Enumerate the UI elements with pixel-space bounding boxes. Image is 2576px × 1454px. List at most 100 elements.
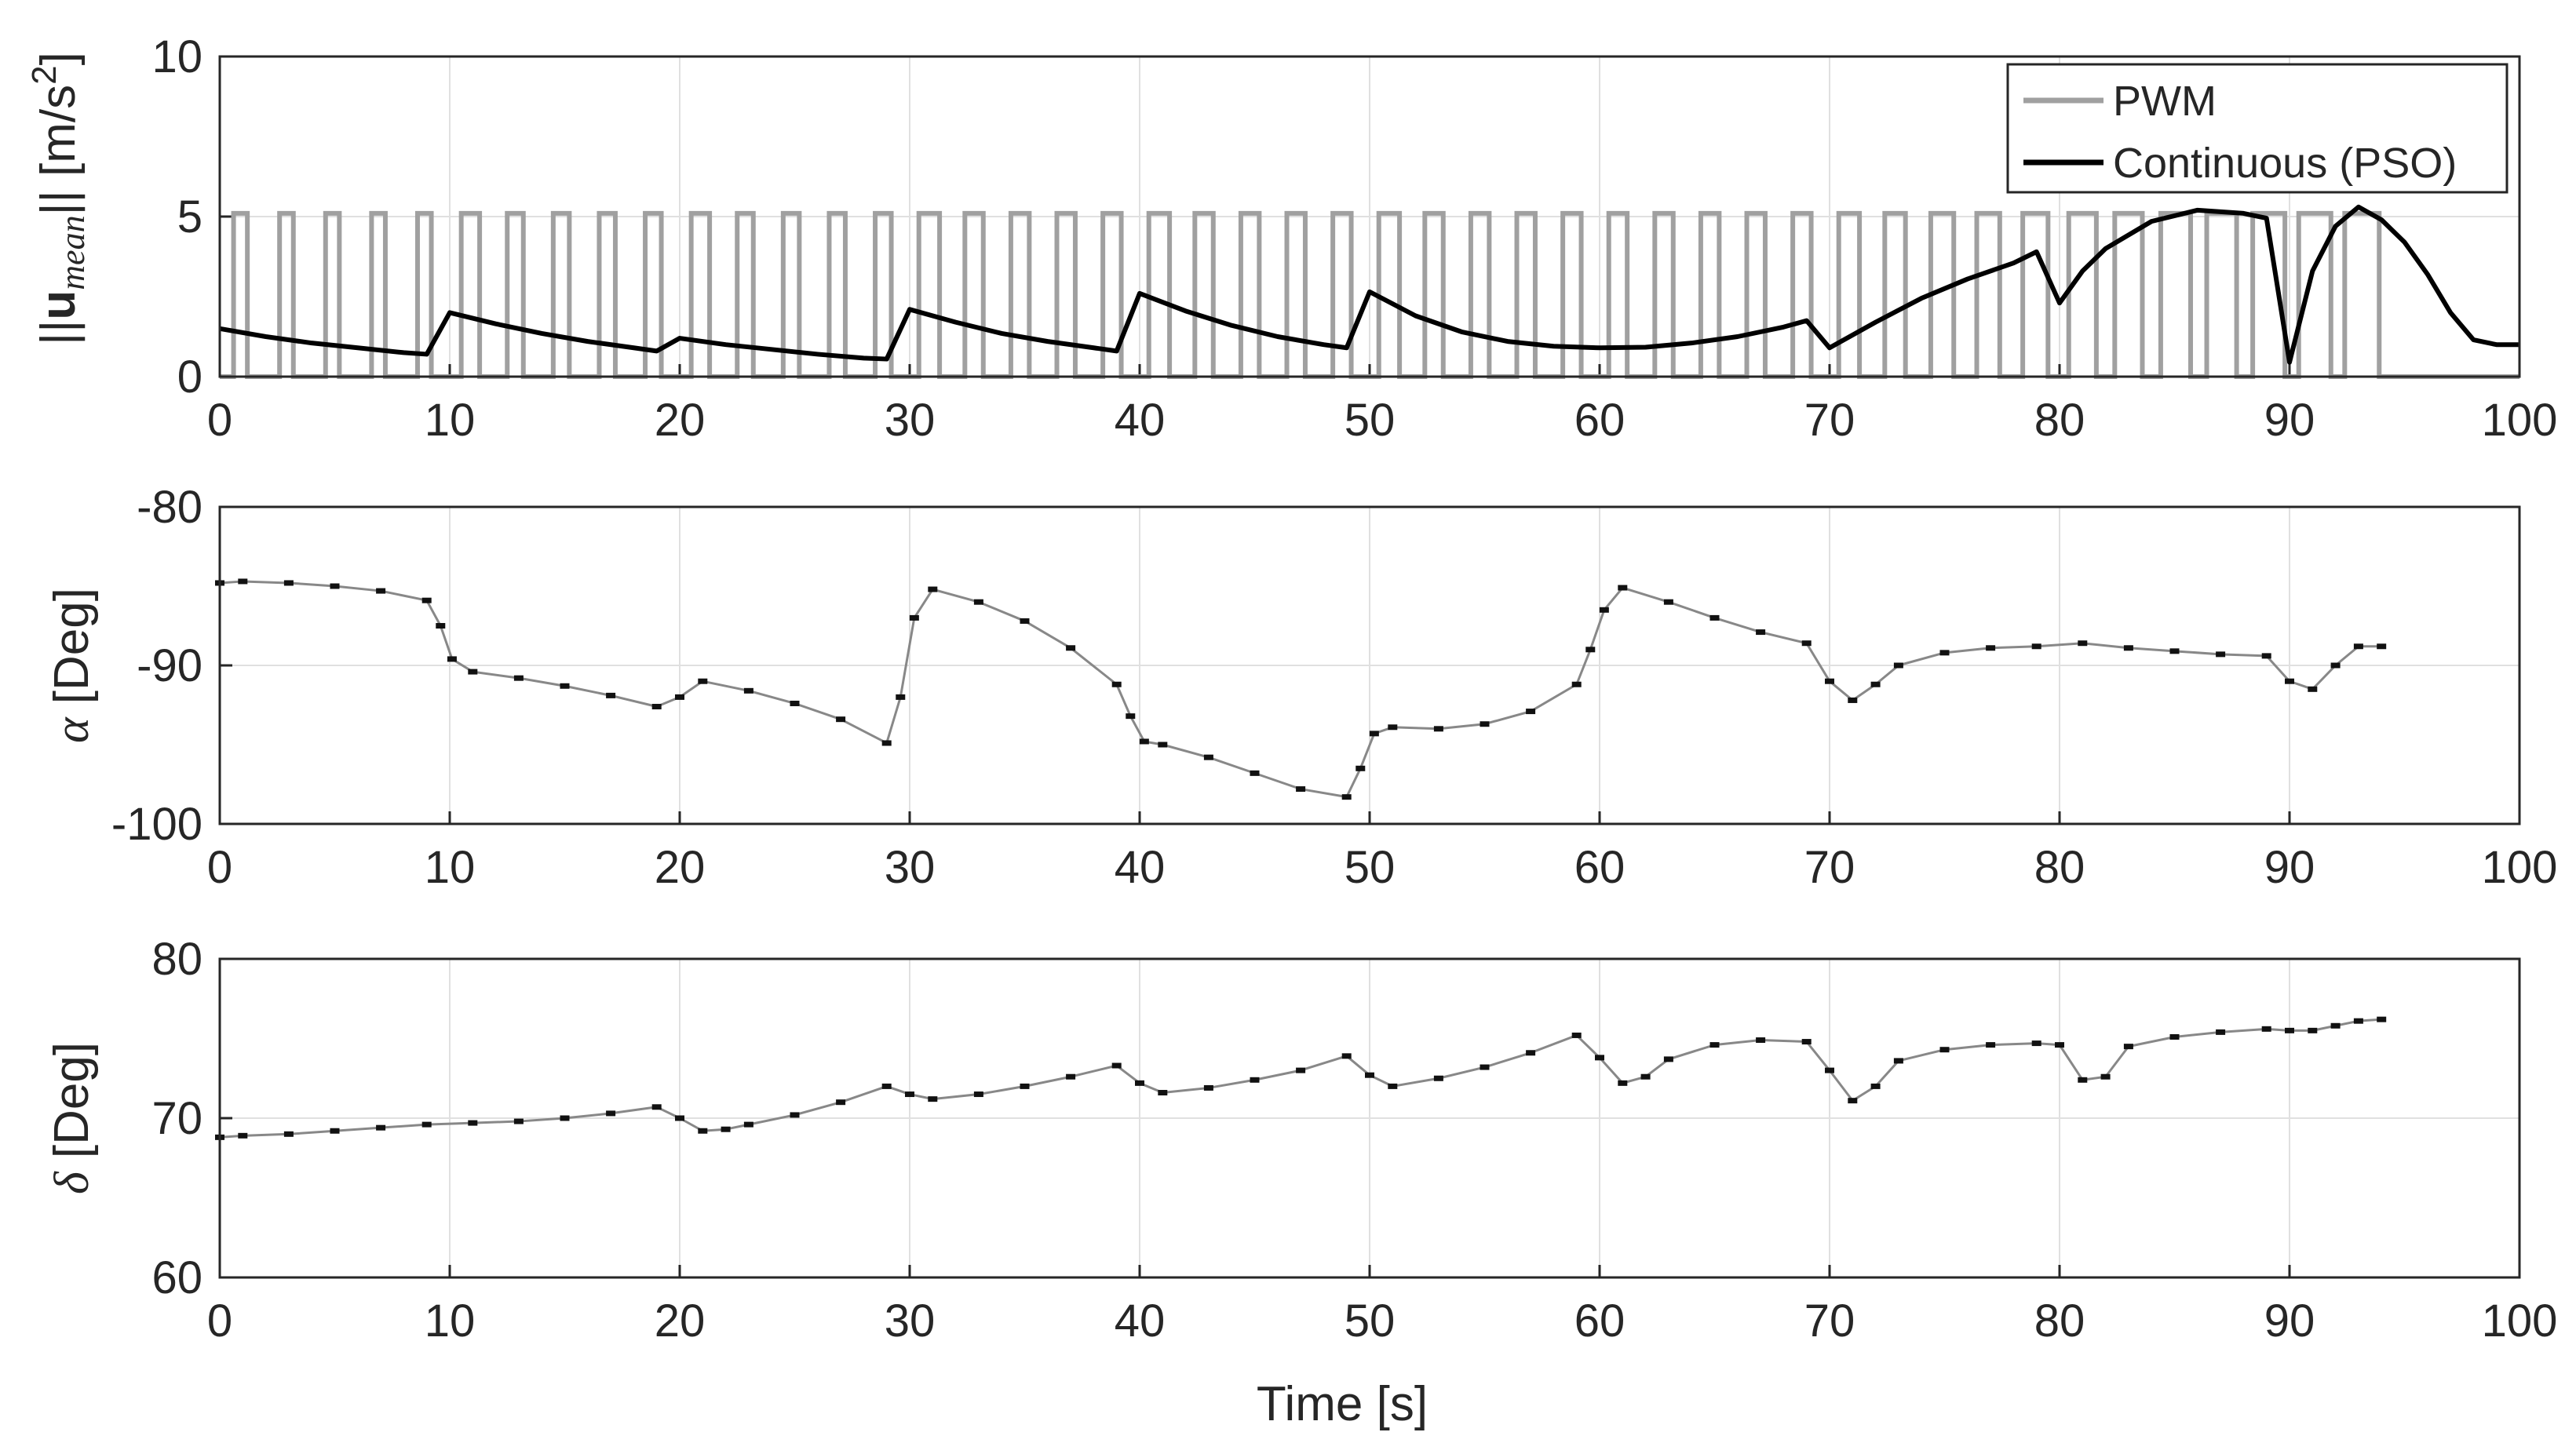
x-tick-label: 0: [207, 395, 232, 446]
x-tick-label: 0: [207, 1295, 232, 1346]
sample-marker: [513, 1118, 524, 1124]
y-tick-label: -90: [137, 640, 203, 691]
sample-marker: [2169, 648, 2180, 654]
sample-marker: [1020, 618, 1030, 624]
sample-marker: [1203, 754, 1213, 760]
sample-marker: [2330, 1022, 2341, 1029]
x-tick-label: 40: [1115, 395, 1166, 446]
y-tick-label: 60: [151, 1252, 203, 1303]
sample-marker: [675, 1115, 684, 1121]
sample-marker: [376, 1124, 386, 1131]
sample-marker: [928, 586, 938, 592]
sample-marker: [1870, 681, 1881, 687]
sample-marker: [881, 1083, 892, 1089]
sample-marker: [2261, 1026, 2271, 1032]
sample-marker: [1388, 1083, 1398, 1089]
legend-continuous-label: Continuous (PSO): [2113, 140, 2457, 187]
sample-marker: [238, 578, 248, 585]
acceleration-y-axis-label: ||umean|| [m/s2]: [25, 52, 92, 345]
acceleration-panel: 0 10 20 30 40 50 60 70 80 90 100 0 5 10 ||umean|| [m/…: [25, 31, 2557, 446]
x-tick-label: 50: [1345, 1295, 1396, 1346]
sample-marker: [2031, 643, 2041, 650]
legend-pwm-label: PWM: [2113, 78, 2217, 125]
sample-marker: [330, 583, 340, 589]
x-tick-label: 0: [207, 842, 232, 893]
sample-marker: [468, 669, 478, 675]
sample-marker: [2078, 1077, 2088, 1083]
sample-marker: [1618, 585, 1628, 591]
sample-marker: [330, 1128, 340, 1134]
sample-marker: [1203, 1084, 1213, 1091]
sample-marker: [1158, 1090, 1168, 1096]
y-tick-label: -100: [111, 799, 203, 850]
delta-plot-area: [215, 1016, 2387, 1140]
alpha-y-axis-label: α [Deg]: [45, 588, 99, 743]
x-tick-label: 30: [885, 842, 936, 893]
x-tick-label: 60: [1574, 842, 1626, 893]
sample-marker: [743, 687, 753, 694]
sample-marker: [2078, 640, 2088, 647]
x-tick-label: 70: [1804, 1295, 1855, 1346]
sample-marker: [1756, 629, 1766, 636]
sample-marker: [2123, 645, 2133, 651]
sample-marker: [1756, 1037, 1766, 1044]
sample-marker: [2261, 653, 2271, 659]
sample-marker: [2353, 643, 2363, 650]
sample-marker: [675, 694, 684, 700]
sample-marker: [2285, 678, 2294, 684]
sample-marker: [1020, 1083, 1030, 1089]
sample-marker: [1388, 724, 1398, 731]
sample-marker: [1663, 1056, 1673, 1062]
sample-marker: [905, 1091, 914, 1098]
y-tick-label: 70: [151, 1093, 203, 1144]
sample-marker: [1595, 1055, 1604, 1061]
x-tick-label: 90: [2264, 1295, 2315, 1346]
sample-marker: [698, 678, 708, 684]
sample-marker: [1709, 614, 1720, 621]
sample-marker: [1526, 709, 1536, 715]
x-tick-label: 30: [885, 395, 936, 446]
x-tick-label: 50: [1345, 395, 1396, 446]
sample-marker: [909, 614, 919, 621]
x-tick-label: 20: [655, 842, 706, 893]
sample-marker: [1296, 1067, 1306, 1073]
alpha-axes-frame: [218, 505, 2521, 825]
sample-marker: [651, 1104, 662, 1110]
x-tick-label: 70: [1804, 395, 1855, 446]
sample-marker: [2308, 686, 2318, 692]
sample-marker: [1848, 697, 1858, 703]
x-tick-label: 10: [425, 395, 476, 446]
sample-marker: [651, 704, 662, 710]
x-tick-label: 50: [1345, 842, 1396, 893]
x-axis-label: Time [s]: [1257, 1377, 1428, 1431]
sample-marker: [283, 580, 294, 586]
sample-marker: [1599, 607, 1609, 613]
continuous-pso--series-line: [219, 204, 2519, 365]
sample-marker: [1066, 645, 1076, 651]
sample-marker: [1111, 1062, 1122, 1069]
x-tick-label: 20: [655, 395, 706, 446]
sample-marker: [1480, 1064, 1490, 1070]
sample-marker: [836, 1099, 846, 1106]
sample-marker: [560, 1115, 570, 1121]
sample-marker: [1986, 1042, 1996, 1048]
sample-marker: [2055, 1042, 2064, 1048]
x-tick-label: 100: [2482, 842, 2558, 893]
sample-marker: [1135, 1080, 1144, 1086]
sample-marker: [238, 1132, 248, 1139]
delta-panel: 0 10 20 30 40 50 60 70 80 90 100 60 70 80 δ [Deg]: [45, 934, 2557, 1346]
sample-marker: [928, 1096, 938, 1102]
sample-marker: [1365, 1072, 1374, 1078]
legend-box: [2006, 63, 2508, 194]
sample-marker: [790, 700, 800, 706]
sample-marker: [2100, 1073, 2111, 1080]
delta-tick-labels: 0 10 20 30 40 50 60 70 80 90 100 60 70 80: [151, 934, 2557, 1346]
sample-marker: [1341, 1053, 1352, 1059]
legend: PWM Continuous (PSO): [2006, 63, 2508, 194]
sample-marker: [973, 599, 983, 605]
alpha-tick-labels: 0 10 20 30 40 50 60 70 80 90 100 -100 -90 -80: [111, 482, 2557, 893]
alpha-plot-area: [215, 578, 2387, 800]
sample-marker: [2169, 1033, 2180, 1040]
x-tick-label: 40: [1115, 1295, 1166, 1346]
sample-marker: [1663, 599, 1673, 605]
